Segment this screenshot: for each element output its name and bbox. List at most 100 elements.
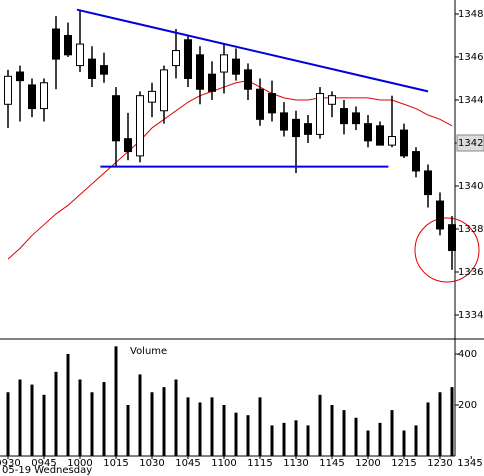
trendline [76, 8, 429, 93]
volume-bar [78, 379, 82, 456]
volume-bar [18, 379, 22, 456]
volume-bar [294, 420, 298, 456]
x-tick-label: 1200 [355, 458, 380, 469]
x-tick-label: 1015 [103, 458, 128, 469]
y-tick-label: 1346 [458, 52, 483, 63]
y-tick-label: 1336 [458, 267, 483, 278]
candle-body [424, 170, 432, 196]
candle-body [40, 82, 48, 110]
volume-bar [186, 397, 190, 456]
x-tick-label: 0945 [31, 458, 56, 469]
volume-bar [198, 402, 202, 456]
candle-body [136, 95, 144, 157]
candle-body [412, 151, 420, 172]
candle-body [160, 69, 168, 112]
x-tick-label: 1230 [427, 458, 452, 469]
x-tick-label: 1045 [175, 458, 200, 469]
y-tick-label: 200 [458, 400, 477, 411]
candle-body [148, 90, 156, 103]
candle-body [364, 123, 372, 142]
candle-body [244, 69, 252, 90]
volume-bar [30, 384, 34, 456]
x-tick-label: 1000 [67, 458, 92, 469]
candle-body [292, 118, 300, 138]
tick-highlight [456, 134, 484, 152]
volume-bar [150, 392, 154, 456]
y-tick-label: 1348 [458, 9, 483, 20]
date-label: 05-19 Wednesday [2, 465, 92, 476]
volume-bar [114, 346, 118, 456]
volume-bar [450, 387, 454, 456]
x-tick-label: 1130 [283, 458, 308, 469]
candle-body [388, 136, 396, 146]
volume-bar [342, 410, 346, 456]
candle-body [52, 28, 60, 60]
candle-body [328, 95, 336, 105]
volume-bar [330, 405, 334, 456]
volume-bar [66, 354, 70, 456]
volume-bar [210, 397, 214, 456]
volume-bar [174, 379, 178, 456]
candle-body [220, 54, 228, 73]
volume-bar [390, 410, 394, 456]
candle-body [280, 112, 288, 131]
x-tick-label: 1145 [319, 458, 344, 469]
volume-bar [414, 425, 418, 456]
volume-bar [258, 397, 262, 456]
volume-bar [426, 402, 430, 456]
y-tick-label: 1334 [458, 310, 483, 321]
candle-body [28, 84, 36, 110]
volume-bar [90, 392, 94, 456]
y-tick-label: 1338 [458, 224, 483, 235]
y-tick-label: 1344 [458, 95, 483, 106]
candle-body [88, 58, 96, 79]
candle-body [196, 54, 204, 90]
candle-body [436, 200, 444, 230]
x-tick-label: 1345 [457, 458, 482, 469]
candle-body [4, 75, 12, 105]
candle-body [352, 112, 360, 125]
candle-body [256, 88, 264, 120]
candle-body [316, 93, 324, 135]
volume-bar [42, 394, 46, 456]
candle-body [232, 58, 240, 75]
volume-bar [246, 415, 250, 456]
volume-bar [438, 392, 442, 456]
x-tick-label: 1115 [247, 458, 272, 469]
volume-bar [282, 422, 286, 456]
candle-body [16, 71, 24, 82]
candle-body [340, 108, 348, 125]
candle-body [64, 34, 72, 56]
x-tick-label: 1215 [391, 458, 416, 469]
candle-body [172, 50, 180, 67]
candle-body [400, 129, 408, 157]
volume-bar [378, 422, 382, 456]
candle-body [304, 123, 312, 135]
x-tick-label: 1100 [211, 458, 236, 469]
volume-bar [354, 417, 358, 456]
volume-bar [234, 412, 238, 456]
candle-body [184, 39, 192, 79]
volume-bar [126, 405, 130, 456]
volume-bar [402, 430, 406, 456]
volume-bar [306, 425, 310, 456]
y-tick-label: 1340 [458, 181, 483, 192]
volume-bar [270, 425, 274, 456]
y-tick-label: 1342 [458, 138, 483, 149]
candle-body [208, 73, 216, 92]
candle-body [448, 224, 456, 251]
volume-bar [6, 392, 10, 456]
candle-body [100, 65, 108, 75]
volume-bar [162, 387, 166, 456]
volume-bar [366, 430, 370, 456]
candle-body [376, 125, 384, 146]
candle-body [76, 43, 84, 67]
x-tick-label: 1030 [139, 458, 164, 469]
volume-bar [138, 374, 142, 456]
volume-bar [102, 382, 106, 456]
candle-body [268, 93, 276, 114]
pane-title: Volume [130, 346, 167, 357]
